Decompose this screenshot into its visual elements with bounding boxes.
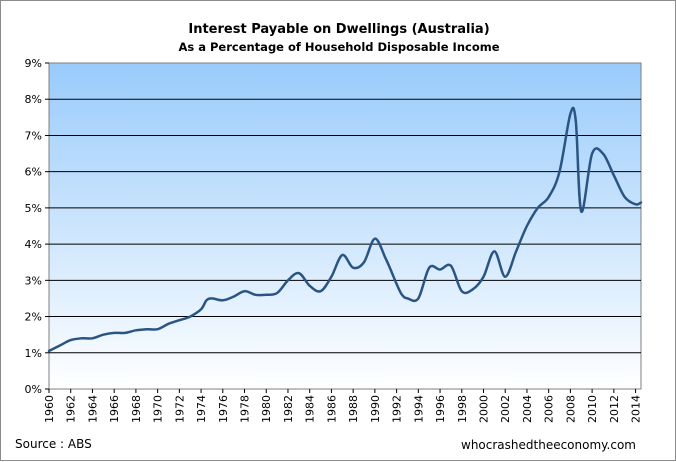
x-tick-label: 1992 [391,395,404,423]
y-tick-label: 5% [25,202,42,215]
x-tick-label: 1980 [260,395,273,423]
x-tick-label: 1962 [65,395,78,423]
x-tick-label: 1990 [369,395,382,423]
x-tick-label: 2012 [608,395,621,423]
x-tick-label: 1970 [152,395,165,423]
chart-subtitle: As a Percentage of Household Disposable … [178,40,500,54]
x-tick-label: 1988 [347,395,360,423]
y-tick-label: 3% [25,274,42,287]
x-tick-label: 1982 [282,395,295,423]
source-note: Source : ABS [15,437,92,451]
x-tick-label: 1972 [173,395,186,423]
gridlines [49,98,641,354]
x-tick-label: 1974 [195,395,208,423]
y-tick-label: 0% [25,383,42,396]
x-tick-label: 1964 [86,395,99,423]
watermark-url: whocrashedtheeconomy.com [461,438,636,452]
chart-title: Interest Payable on Dwellings (Australia… [188,22,490,37]
x-tick-label: 1966 [108,395,121,423]
x-tick-label: 2000 [477,395,490,423]
x-tick-label: 1968 [130,395,143,423]
x-tick-label: 2010 [586,395,599,423]
y-tick-label: 8% [25,93,42,106]
plot-area [48,62,642,390]
x-tick-label: 1998 [456,395,469,423]
y-tick-label: 6% [25,166,42,179]
y-tick-label: 9% [25,57,42,70]
x-tick-label: 2008 [564,395,577,423]
series-line [47,106,643,353]
x-tick-label: 1994 [412,395,425,423]
x-tick-label: 2014 [630,395,643,423]
y-axis: 0% 1% 2% 3% 4% 5% 6% 7% 8% 9% [25,57,49,396]
x-tick-label: 2006 [543,395,556,423]
x-tick-label: 1978 [239,395,252,423]
x-tick-label: 2004 [521,395,534,423]
x-tick-label: 1996 [434,395,447,423]
y-tick-label: 4% [25,238,42,251]
y-tick-label: 2% [25,311,42,324]
x-tick-label: 1960 [43,395,56,423]
x-tick-label: 1984 [304,395,317,423]
y-tick-label: 7% [25,129,42,142]
x-tick-label: 1986 [325,395,338,423]
y-tick-label: 1% [25,347,42,360]
x-tick-label: 1976 [217,395,230,423]
x-axis: 1960 1962 1964 1966 1968 1970 1972 1974 1976 1978… [43,389,643,423]
x-tick-label: 2002 [499,395,512,423]
